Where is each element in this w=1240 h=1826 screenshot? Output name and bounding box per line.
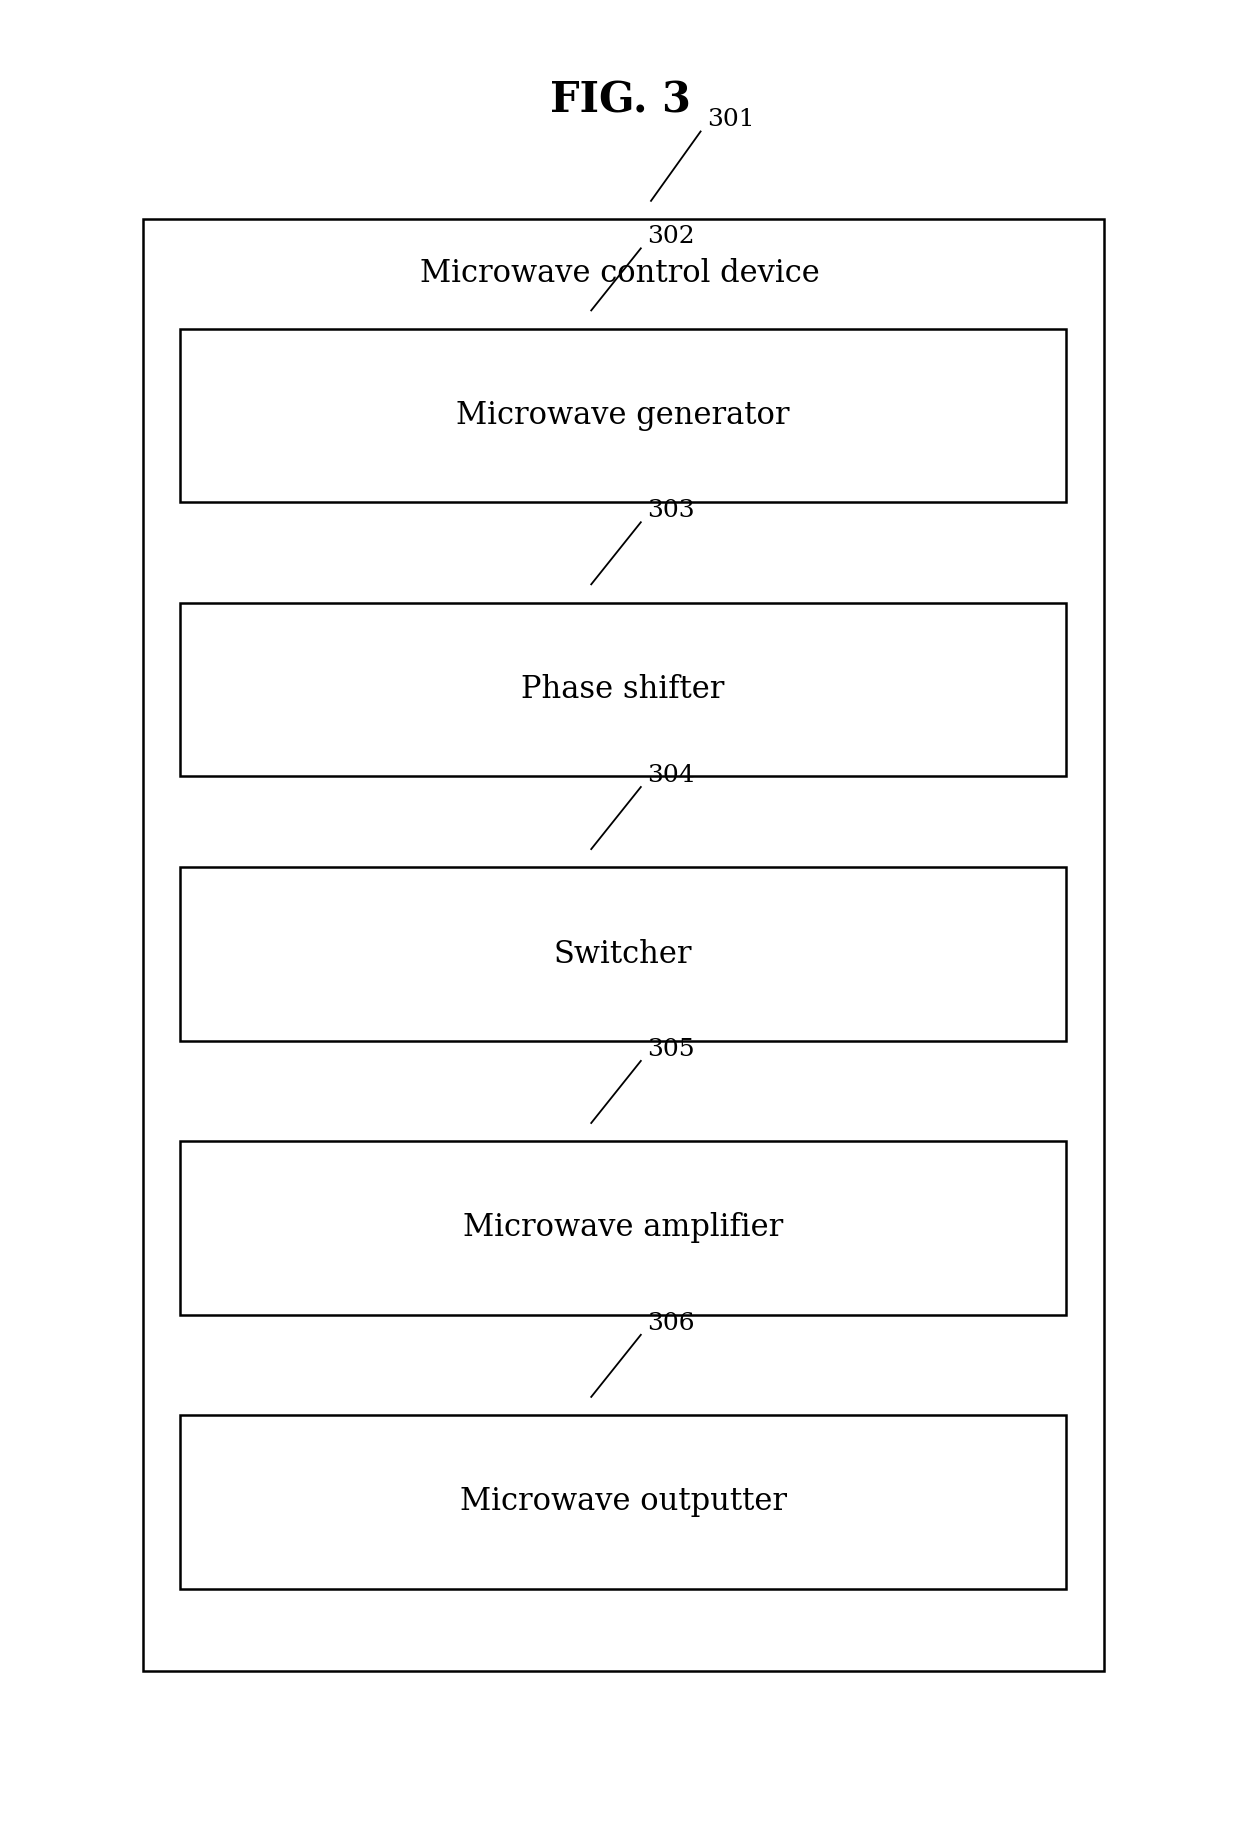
- Text: 304: 304: [647, 763, 694, 787]
- Bar: [180, 867, 1066, 1041]
- Bar: [180, 1141, 1066, 1315]
- Bar: [143, 219, 1104, 1671]
- Text: 306: 306: [647, 1311, 694, 1335]
- Text: Microwave outputter: Microwave outputter: [460, 1486, 786, 1517]
- Text: Microwave generator: Microwave generator: [456, 400, 790, 431]
- Text: 303: 303: [647, 498, 694, 522]
- Text: Microwave control device: Microwave control device: [420, 259, 820, 289]
- Text: 301: 301: [707, 108, 754, 131]
- Bar: [180, 603, 1066, 776]
- Text: 302: 302: [647, 225, 694, 248]
- Text: Microwave amplifier: Microwave amplifier: [463, 1212, 784, 1244]
- Text: FIG. 3: FIG. 3: [549, 79, 691, 122]
- Bar: [180, 1415, 1066, 1589]
- Text: Phase shifter: Phase shifter: [521, 674, 725, 705]
- Bar: [180, 329, 1066, 502]
- Text: Switcher: Switcher: [554, 939, 692, 970]
- Text: 305: 305: [647, 1037, 694, 1061]
